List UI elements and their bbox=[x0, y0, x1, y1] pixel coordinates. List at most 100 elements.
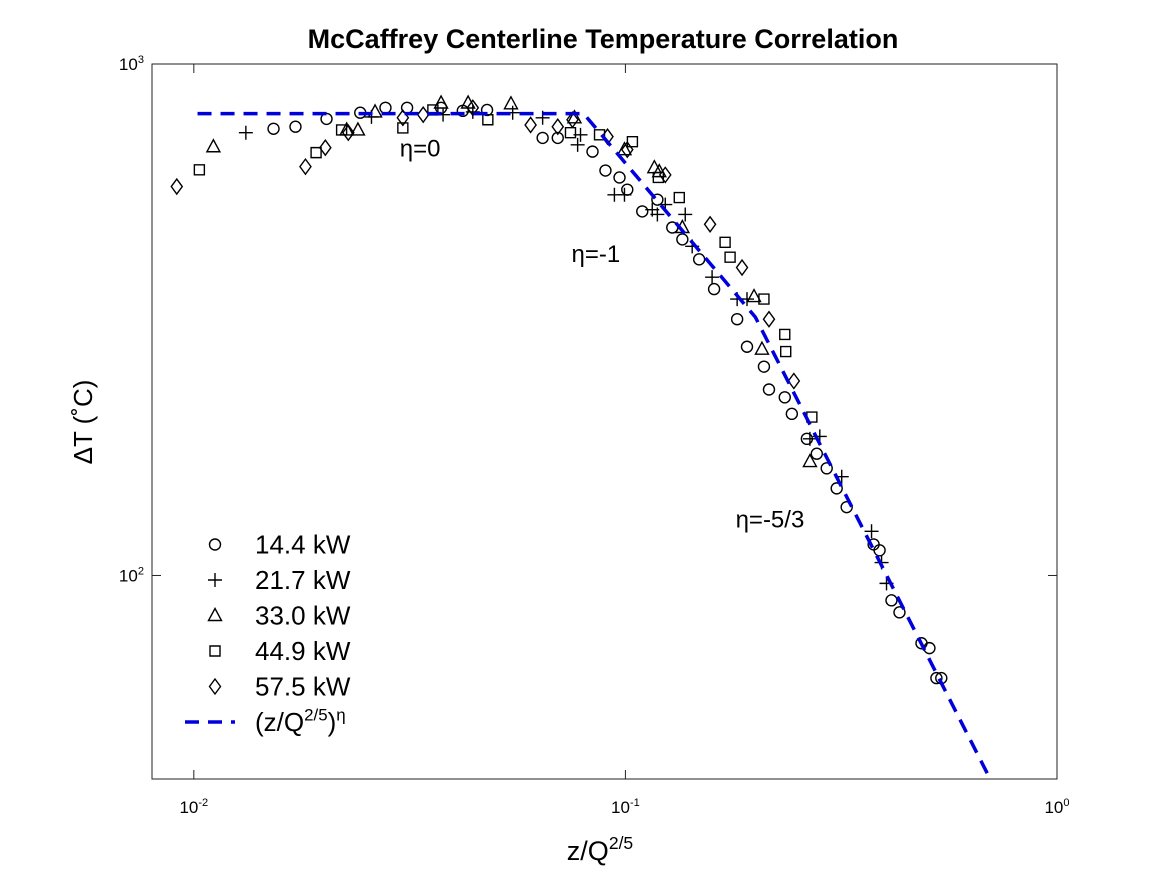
legend-label-part: (z/Q bbox=[255, 707, 304, 737]
data-point bbox=[433, 94, 449, 109]
data-point bbox=[930, 671, 943, 685]
data-point bbox=[730, 313, 744, 326]
data-point bbox=[735, 258, 749, 277]
x-tick-label: 100 bbox=[1044, 797, 1069, 817]
y-tick-label: 102 bbox=[119, 566, 144, 586]
legend-label: (z/Q2/5)η bbox=[255, 706, 346, 737]
data-point bbox=[840, 501, 853, 514]
annotation: η=-5/3 bbox=[736, 507, 805, 534]
data-point bbox=[757, 360, 771, 373]
x-tick-label: 10-2 bbox=[179, 797, 208, 817]
fit-line bbox=[197, 111, 992, 780]
data-point bbox=[503, 95, 519, 110]
x-axis-label-superscript: 2/5 bbox=[609, 833, 634, 853]
data-point bbox=[893, 606, 906, 619]
data-point bbox=[678, 207, 693, 222]
annotation: η=0 bbox=[400, 135, 441, 162]
data-point bbox=[341, 124, 355, 142]
x-tick-label-part: 10 bbox=[611, 798, 630, 817]
data-point bbox=[740, 340, 754, 353]
data-point bbox=[778, 391, 791, 404]
data-point bbox=[779, 328, 791, 341]
data-point bbox=[616, 141, 633, 156]
data-point bbox=[599, 164, 612, 177]
data-point bbox=[551, 131, 564, 145]
data-point bbox=[923, 642, 936, 655]
legend-label-part: ) bbox=[328, 707, 337, 737]
data-point bbox=[802, 453, 818, 468]
x-tick-label-part: 10 bbox=[1044, 798, 1063, 817]
data-point bbox=[762, 383, 776, 396]
legend-label-superscript: η bbox=[336, 706, 345, 725]
legend-marker bbox=[208, 677, 222, 696]
x-tick-label-part: 10 bbox=[179, 798, 198, 817]
legend-marker bbox=[208, 538, 222, 551]
data-point bbox=[705, 270, 720, 285]
legend-label: 14.4 kW bbox=[255, 530, 351, 560]
data-point bbox=[613, 171, 626, 184]
data-point bbox=[707, 282, 721, 296]
data-point bbox=[350, 121, 366, 136]
data-point bbox=[566, 109, 583, 124]
legend-marker bbox=[207, 607, 223, 622]
data-point bbox=[416, 105, 430, 124]
legend-label: 21.7 kW bbox=[255, 565, 351, 595]
y-tick-label-part: 10 bbox=[119, 55, 138, 74]
data-point bbox=[524, 116, 537, 134]
data-point bbox=[466, 99, 480, 117]
data-point bbox=[703, 215, 717, 233]
data-point bbox=[802, 431, 817, 446]
data-point bbox=[267, 122, 280, 135]
y-tick-label-superscript: 2 bbox=[138, 566, 144, 578]
data-point bbox=[873, 544, 886, 557]
data-point bbox=[935, 671, 948, 685]
y-tick-label-part: 10 bbox=[119, 566, 138, 585]
data-point bbox=[170, 177, 184, 196]
legend-marker bbox=[208, 573, 222, 587]
data-point bbox=[676, 233, 689, 246]
data-point bbox=[482, 114, 494, 126]
data-point bbox=[299, 157, 312, 176]
data-point bbox=[318, 139, 332, 157]
y-tick-label-superscript: 3 bbox=[138, 54, 144, 66]
legend-label: 57.5 kW bbox=[255, 672, 351, 702]
data-point bbox=[551, 118, 565, 136]
data-point bbox=[780, 345, 792, 358]
data-point bbox=[620, 140, 634, 159]
legend-label-superscript: 2/5 bbox=[304, 706, 327, 725]
data-point bbox=[205, 138, 222, 153]
data-point bbox=[820, 462, 833, 475]
data-point bbox=[787, 372, 801, 390]
data-point bbox=[810, 447, 823, 460]
data-point bbox=[719, 236, 731, 249]
data-point bbox=[658, 166, 672, 184]
x-tick-label: 10-1 bbox=[611, 797, 640, 817]
legend-label: 33.0 kW bbox=[255, 601, 351, 631]
chart-title: McCaffrey Centerline Temperature Correla… bbox=[308, 24, 899, 54]
legend-marker bbox=[209, 645, 221, 657]
y-tick-label: 103 bbox=[119, 54, 144, 74]
data-point bbox=[885, 594, 898, 607]
data-point bbox=[650, 207, 665, 222]
data-point bbox=[636, 205, 649, 218]
data-point bbox=[335, 124, 348, 136]
data-point bbox=[673, 191, 685, 204]
data-point bbox=[310, 146, 322, 159]
data-point bbox=[864, 524, 879, 539]
data-point bbox=[566, 111, 579, 129]
data-point bbox=[758, 293, 770, 305]
data-point bbox=[830, 482, 843, 495]
data-point bbox=[570, 137, 585, 152]
data-point bbox=[289, 120, 302, 133]
data-point bbox=[536, 131, 549, 145]
data-point bbox=[754, 340, 770, 355]
data-point bbox=[746, 288, 762, 303]
annotation: η=-1 bbox=[571, 241, 620, 268]
plot-frame bbox=[151, 63, 1058, 780]
x-tick-label-superscript: 0 bbox=[1063, 797, 1069, 809]
y-axis-label: ΔT (˚C) bbox=[68, 380, 98, 465]
data-point bbox=[652, 171, 665, 184]
